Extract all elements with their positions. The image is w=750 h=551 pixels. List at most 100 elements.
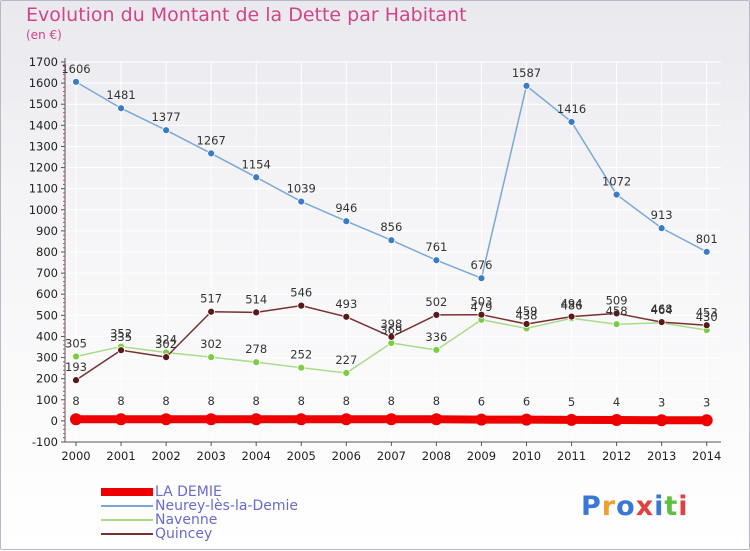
data-point (252, 308, 261, 317)
data-point (612, 320, 621, 329)
data-point (207, 307, 216, 316)
logo-letter: i (654, 491, 665, 522)
data-label: 430 (696, 310, 718, 324)
y-tick-label: 500 (36, 308, 58, 322)
legend-swatch (101, 519, 153, 521)
data-point (522, 81, 531, 90)
y-tick-label: 1700 (29, 55, 58, 69)
data-point (387, 332, 396, 341)
data-point (610, 414, 623, 427)
data-point (432, 256, 441, 265)
data-point (520, 413, 533, 426)
data-label: 1267 (197, 133, 226, 147)
y-tick-label: 900 (36, 224, 58, 238)
legend-label: Quincey (155, 526, 213, 542)
data-point (250, 413, 263, 426)
data-label: 8 (117, 394, 124, 408)
data-label: 494 (561, 297, 583, 311)
x-tick-label: 2006 (332, 449, 361, 463)
data-label: 6 (478, 395, 485, 409)
data-point (115, 413, 128, 426)
y-tick-label: 200 (36, 372, 58, 386)
data-label: 1416 (557, 102, 586, 116)
data-point (702, 247, 711, 256)
logo-letter: r (601, 491, 617, 522)
data-label: 1072 (602, 175, 631, 189)
data-label: 509 (606, 293, 628, 307)
data-label: 458 (606, 304, 628, 318)
data-point (297, 363, 306, 372)
data-point (252, 173, 261, 182)
data-label: 3 (658, 395, 665, 409)
logo-letter: P (581, 491, 602, 522)
x-tick-label: 2003 (197, 449, 226, 463)
data-label: 8 (343, 394, 350, 408)
logo-letter: o (616, 491, 636, 522)
chart-title: Evolution du Montant de la Dette par Hab… (26, 4, 467, 26)
data-point (72, 77, 80, 86)
data-label: 801 (696, 232, 718, 246)
data-point (385, 413, 398, 426)
x-tick-label: 2007 (377, 449, 406, 463)
data-label: 453 (696, 305, 718, 319)
y-tick-label: 300 (36, 351, 58, 365)
data-point (295, 413, 308, 426)
data-label: 369 (380, 323, 402, 337)
data-point (522, 320, 531, 328)
logo-letter: t (664, 491, 679, 522)
data-label: 1039 (287, 182, 316, 196)
data-label: 761 (425, 240, 447, 254)
y-tick-label: 100 (36, 393, 58, 407)
data-point (342, 369, 351, 377)
data-point (387, 236, 396, 245)
x-tick-label: 2002 (151, 449, 180, 463)
y-tick-label: 1400 (29, 118, 58, 132)
logo-letter: i (678, 491, 689, 522)
x-tick-label: 2011 (557, 449, 586, 463)
data-point (117, 346, 125, 355)
x-tick-label: 2008 (422, 449, 451, 463)
x-tick-label: 2010 (512, 449, 541, 463)
data-label: 6 (523, 395, 530, 409)
logo-letter: x (635, 491, 655, 522)
data-point (655, 414, 668, 427)
data-point (612, 190, 621, 199)
data-label: 8 (72, 394, 79, 408)
data-point (297, 301, 306, 310)
legend-label: Neurey-lès-la-Demie (155, 498, 299, 514)
data-label: 676 (470, 258, 492, 272)
data-label: 252 (290, 348, 312, 362)
data-label: 479 (470, 300, 492, 314)
data-point (657, 318, 666, 326)
data-point (162, 353, 171, 362)
y-tick-label: 1500 (29, 97, 58, 111)
data-point (430, 413, 443, 426)
data-point (342, 312, 351, 321)
y-tick-label: -100 (32, 435, 58, 449)
x-tick-label: 2012 (602, 449, 631, 463)
data-label: 278 (245, 342, 267, 356)
y-tick-label: 1600 (29, 76, 58, 90)
data-label: 438 (516, 308, 538, 322)
data-label: 517 (200, 292, 222, 306)
data-label: 8 (253, 394, 260, 408)
data-label: 8 (162, 394, 169, 408)
data-label: 493 (335, 297, 357, 311)
data-label: 946 (335, 201, 357, 215)
data-label: 4 (613, 395, 620, 409)
data-point (72, 376, 80, 385)
x-tick-label: 2004 (242, 449, 271, 463)
data-point (432, 346, 441, 354)
data-label: 1587 (512, 66, 541, 80)
data-label: 856 (380, 220, 402, 234)
data-point (567, 312, 576, 321)
proxiti-logo: Proxiti (581, 491, 689, 522)
data-label: 486 (561, 298, 583, 312)
x-tick-label: 2013 (647, 449, 676, 463)
legend-swatch (101, 505, 153, 507)
data-label: 464 (651, 303, 673, 317)
data-label: 1481 (106, 88, 135, 102)
data-point (477, 310, 486, 319)
data-label: 502 (425, 295, 447, 309)
